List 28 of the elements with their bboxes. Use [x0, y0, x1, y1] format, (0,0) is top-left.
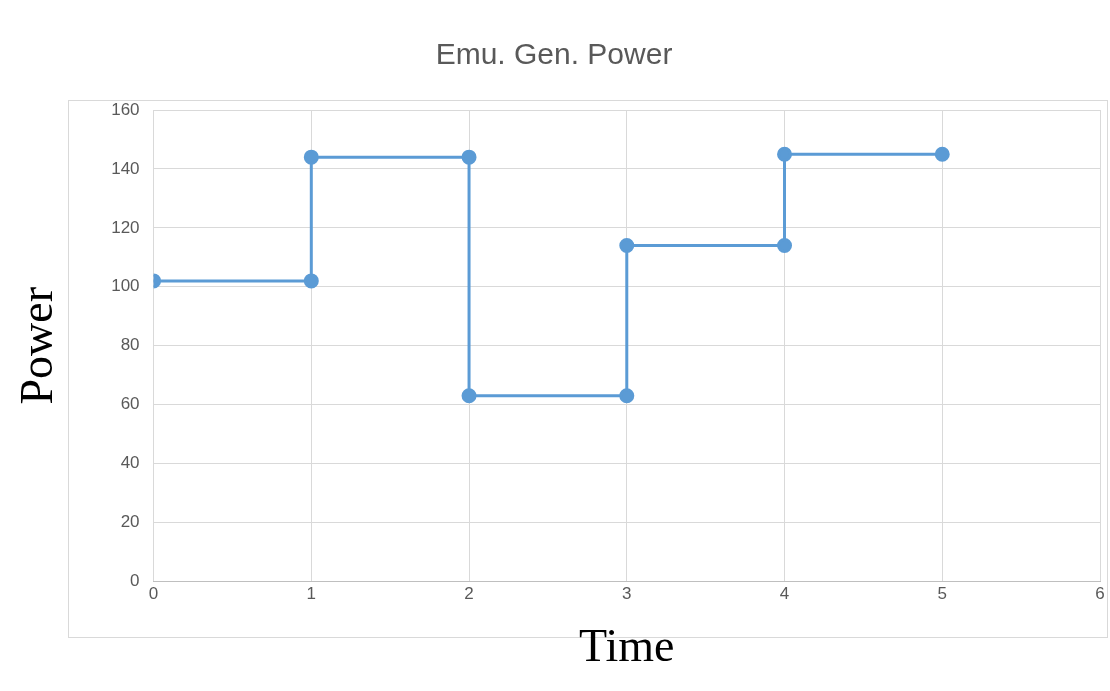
- y-tick-label: 60: [120, 394, 140, 414]
- x-tick-label: 0: [148, 584, 159, 604]
- point: [619, 388, 635, 404]
- chart-title: Emu. Gen. Power: [435, 37, 673, 71]
- y-tick-label: 80: [120, 335, 140, 355]
- y-axis-title: Power: [10, 286, 62, 405]
- point: [777, 146, 793, 162]
- point: [934, 146, 950, 162]
- y-tick-label: 20: [120, 512, 140, 532]
- x-tick-label: 2: [464, 584, 474, 604]
- point: [619, 238, 635, 254]
- y-tick-label: 120: [111, 217, 140, 237]
- y-tick-label: 100: [111, 276, 140, 296]
- point: [303, 149, 319, 165]
- point: [777, 238, 793, 254]
- y-tick-label: 140: [111, 158, 140, 178]
- x-tick-label: 6: [1095, 584, 1105, 604]
- x-axis-title: Time: [579, 620, 675, 672]
- x-tick-label: 1: [306, 584, 317, 604]
- x-tick-label: 3: [622, 584, 632, 604]
- point: [461, 149, 477, 165]
- y-tick-label: 160: [111, 99, 140, 119]
- x-tick-label: 4: [779, 584, 790, 604]
- y-tick-label: 0: [130, 571, 140, 591]
- x-tick-label: 5: [937, 584, 947, 604]
- y-tick-label: 40: [120, 453, 140, 473]
- point: [461, 388, 477, 404]
- point: [303, 273, 319, 289]
